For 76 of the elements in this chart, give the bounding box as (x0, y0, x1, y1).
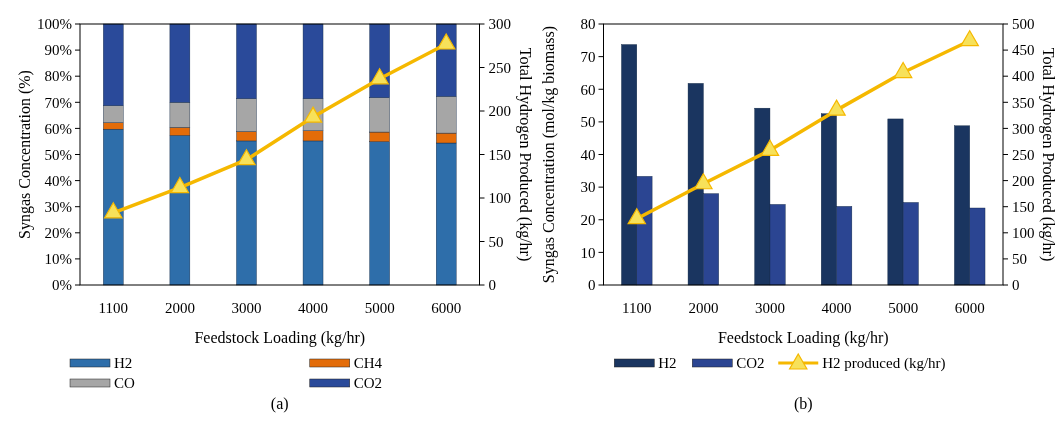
y2-tick-label: 200 (1012, 172, 1035, 189)
y-axis-title: Syngas Concentration (mol/kg biomass) (539, 25, 558, 284)
y-tick-label: 50 (580, 114, 596, 131)
legend-label: CO2 (353, 375, 383, 391)
y2-tick-label: 250 (488, 59, 511, 76)
legend-label: H2 (114, 355, 133, 371)
x-tick-label: 6000 (954, 300, 985, 316)
x-tick-label: 2000 (164, 300, 195, 316)
legend-label: CH4 (353, 355, 383, 371)
y2-tick-label: 400 (1012, 68, 1035, 85)
y-tick-label: 70 (580, 48, 596, 65)
y-tick-label: 40 (580, 146, 596, 163)
x-tick-label: 4000 (821, 300, 852, 316)
y2-tick-label: 0 (488, 277, 496, 294)
y2-tick-label: 200 (488, 103, 511, 120)
y2-axis-title: Total Hydrogen Produced (kg/hr) (1039, 47, 1057, 262)
x-tick-label: 1100 (622, 300, 652, 316)
y-tick-label: 60 (580, 81, 596, 98)
x-tick-label: 1100 (98, 300, 129, 316)
y-axis-title: Syngas Concentration (%) (16, 70, 34, 239)
legend-label: H2 (658, 355, 677, 371)
x-axis-title: Feedstock Loading (kg/hr) (717, 329, 889, 347)
point (237, 149, 256, 166)
y2-tick-label: 450 (1012, 42, 1035, 59)
point (893, 61, 913, 79)
y-tick-label: 40% (44, 172, 72, 189)
y-tick-label: 10 (580, 244, 596, 261)
y-tick-label: 50% (44, 146, 72, 163)
legend-label: CO2 (736, 355, 765, 371)
y2-tick-label: 500 (1012, 16, 1035, 33)
text: (a) (270, 395, 289, 413)
y-tick-label: 80 (580, 16, 596, 33)
point (627, 208, 647, 225)
y-tick-label: 60% (44, 120, 72, 137)
x-tick-label: 2000 (688, 300, 719, 316)
y-tick-label: 30% (44, 198, 72, 215)
y-tick-label: 70% (44, 94, 72, 111)
x-tick-label: 3000 (754, 300, 785, 316)
point (960, 30, 979, 47)
x-tick-label: 6000 (431, 300, 462, 316)
point (760, 139, 780, 156)
x-tick-label: 4000 (298, 300, 329, 316)
y2-tick-label: 0 (1012, 277, 1020, 294)
y2-tick-label: 350 (1012, 94, 1035, 111)
y2-axis-title: Total Hydrogen Produced (kg/hr) (515, 47, 534, 262)
text: (b) (793, 395, 813, 413)
y2-tick-label: 250 (1012, 146, 1035, 163)
y-tick-label: 20 (580, 212, 596, 228)
y2-tick-label: 300 (1012, 120, 1035, 137)
y-tick-label: 20% (44, 225, 72, 242)
y-tick-label: 0% (52, 277, 72, 294)
y2-tick-label: 50 (1012, 251, 1027, 268)
legend-label: H2 produced (kg/hr) (822, 355, 946, 372)
point (827, 99, 846, 116)
y2-tick-label: 100 (488, 190, 511, 207)
y-tick-label: 100% (37, 16, 72, 33)
y-tick-label: 90% (44, 42, 72, 59)
y2-tick-label: 150 (1012, 198, 1035, 215)
point (104, 202, 123, 219)
y-tick-label: 10% (44, 251, 72, 268)
point (370, 68, 389, 85)
x-tick-label: 3000 (231, 300, 262, 316)
point (170, 176, 190, 194)
y2-tick-label: 300 (488, 16, 511, 33)
y2-tick-label: 50 (488, 233, 504, 250)
point (436, 33, 456, 50)
y2-tick-label: 150 (488, 146, 511, 163)
x-axis-title: Feedstock Loading (kg/hr) (194, 329, 366, 347)
x-tick-label: 5000 (888, 300, 919, 316)
y2-tick-label: 100 (1012, 225, 1035, 242)
y-tick-label: 80% (44, 68, 72, 85)
x-tick-label: 5000 (364, 300, 395, 316)
y-tick-label: 30 (580, 179, 596, 196)
point (694, 173, 713, 190)
legend-label: CO (114, 375, 135, 391)
y-tick-label: 0 (588, 277, 596, 294)
